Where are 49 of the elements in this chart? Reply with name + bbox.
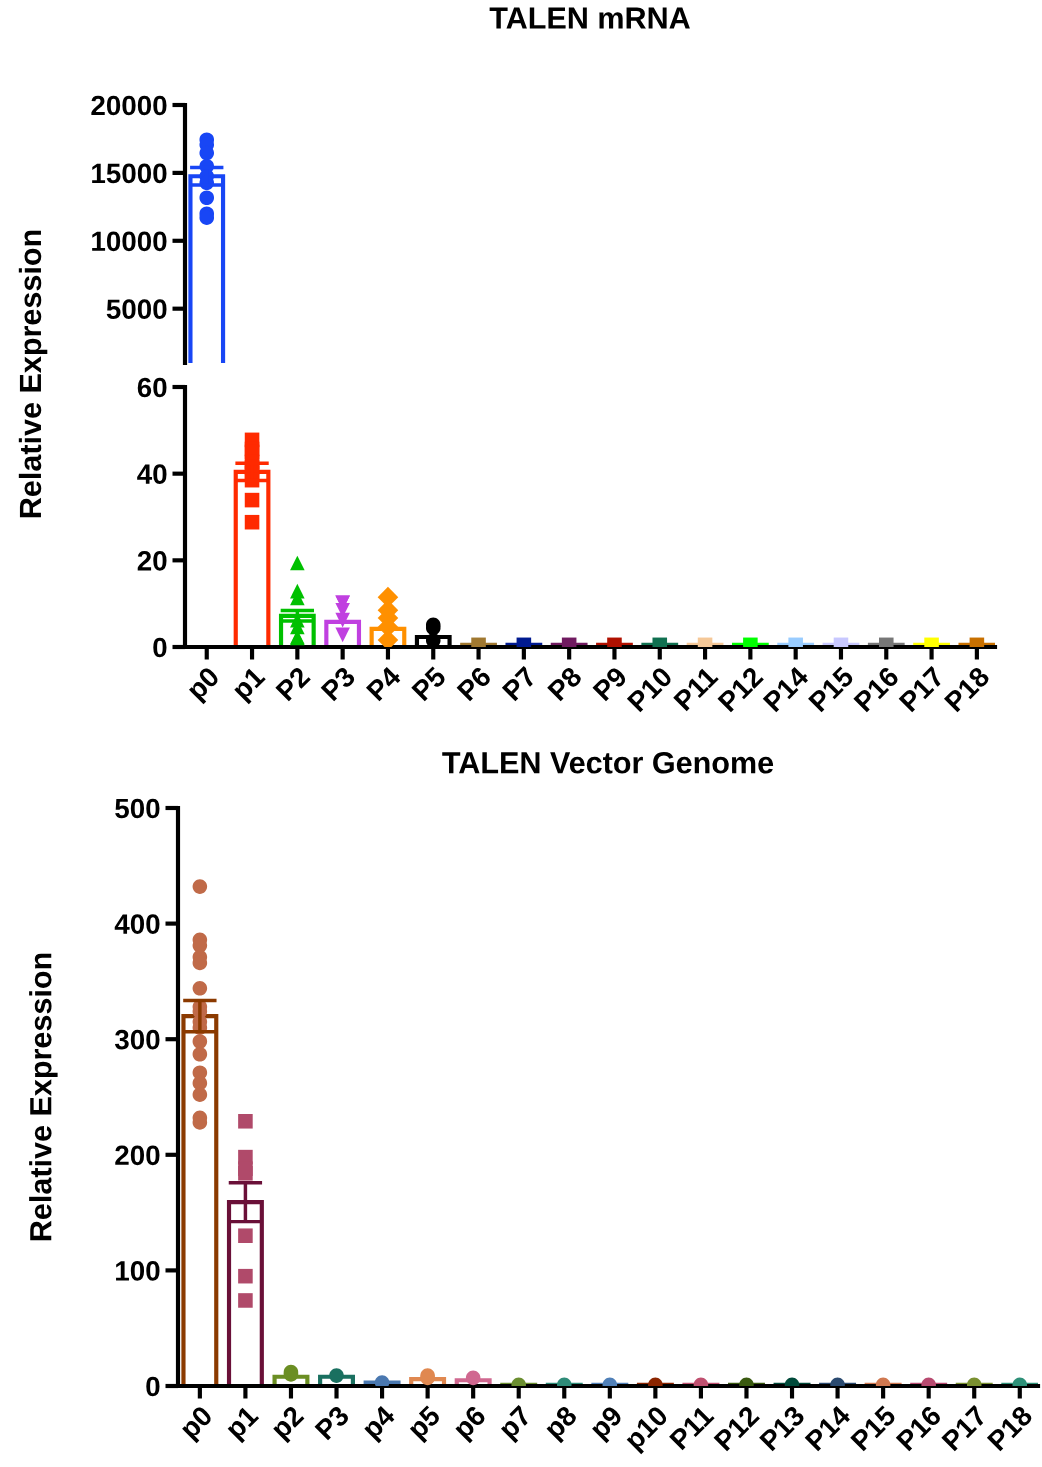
x-tick-label: p1 <box>231 665 270 705</box>
x-tick-label: P6 <box>456 665 493 702</box>
x-tick-label: p0 <box>178 1404 218 1444</box>
x-tick-label: p8 <box>543 1404 582 1444</box>
chart-title: TALEN mRNA <box>489 7 690 29</box>
x-tick-label: P18 <box>986 1404 1034 1452</box>
y-axis-title: Relative Expression <box>29 953 58 1241</box>
y-tick-label: 300 <box>114 1029 160 1050</box>
y-tick-label: 15000 <box>92 163 167 184</box>
y-tick-label: 200 <box>115 1145 160 1166</box>
x-tick-label: P12 <box>717 665 764 713</box>
x-tick-label: P17 <box>941 1404 988 1452</box>
x-tick-label: p0 <box>185 665 225 705</box>
y-tick-label: 500 <box>115 798 160 819</box>
x-tick-label: P12 <box>713 1404 760 1452</box>
x-tick-label: p1 <box>224 1404 264 1444</box>
x-tick-label: P5 <box>411 665 448 702</box>
x-tick-label: P10 <box>626 665 674 713</box>
x-tick-label: p6 <box>452 1404 491 1444</box>
x-tick-label: P4 <box>365 665 403 702</box>
x-tick-label: P3 <box>314 1404 351 1441</box>
x-tick-label: P8 <box>546 665 583 702</box>
x-tick-label: p7 <box>497 1404 537 1444</box>
y-axis-title: Relative Expression <box>18 230 48 518</box>
y-tick-label: 10000 <box>92 231 167 252</box>
x-tick-label: p10 <box>626 1404 669 1455</box>
x-tick-label: P11 <box>673 665 719 712</box>
x-tick-label: p9 <box>588 1404 628 1444</box>
y-tick-label: 5000 <box>106 299 167 320</box>
x-tick-label: p4 <box>361 1404 401 1444</box>
x-tick-label: P2 <box>275 665 311 702</box>
y-tick-label: 0 <box>146 1376 160 1397</box>
y-tick-label: 20000 <box>91 95 167 116</box>
y-tick-label: 100 <box>116 1261 160 1281</box>
x-tick-label: p2 <box>269 1404 309 1444</box>
y-tick-label: 400 <box>114 914 160 934</box>
y-tick-label: 20 <box>137 551 167 571</box>
x-tick-label: P17 <box>898 665 945 713</box>
x-tick-label: P16 <box>853 665 900 713</box>
x-tick-label: p5 <box>406 1404 446 1444</box>
x-tick-label: P18 <box>943 665 991 713</box>
y-tick-label: 0 <box>153 637 167 658</box>
y-tick-label: 40 <box>137 464 167 485</box>
y-tick-label: 60 <box>137 377 167 398</box>
x-tick-label: P13 <box>758 1404 806 1452</box>
x-tick-label: P3 <box>320 665 357 702</box>
chart-title: TALEN Vector Genome <box>442 751 774 774</box>
x-tick-label: P7 <box>501 665 538 702</box>
x-tick-label: P11 <box>669 1404 715 1451</box>
